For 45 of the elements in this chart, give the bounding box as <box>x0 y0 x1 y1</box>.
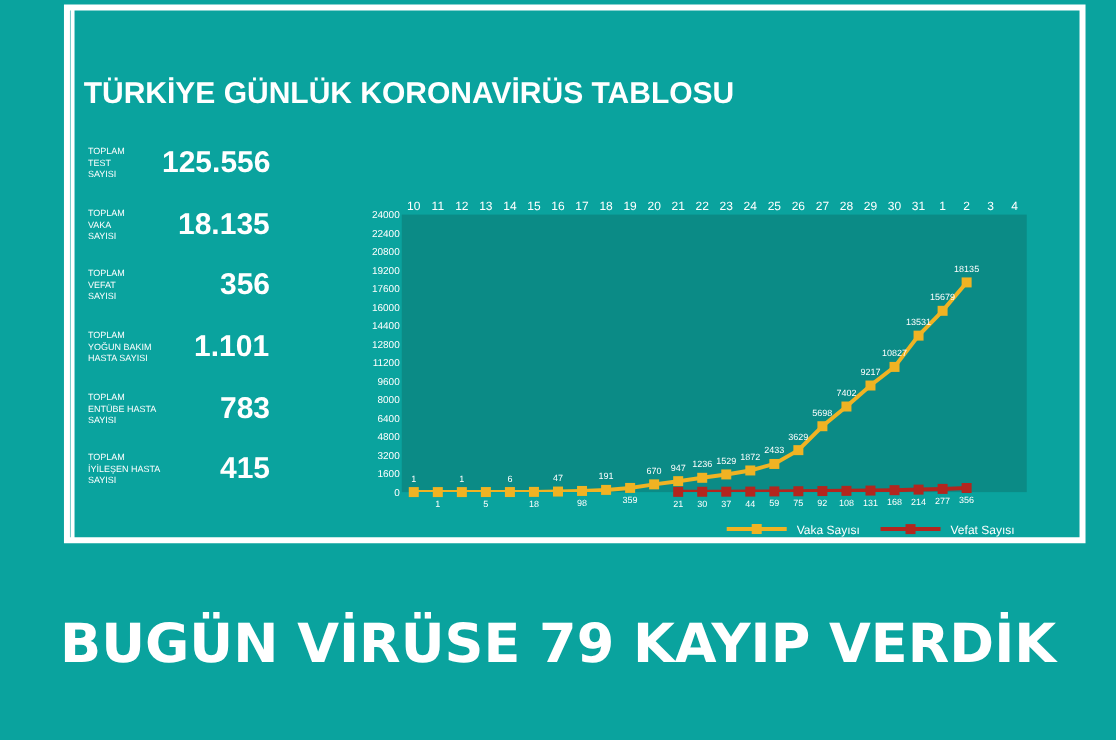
text: 783 <box>220 392 271 426</box>
point <box>937 305 948 316</box>
text: 125.556 <box>162 146 271 180</box>
point <box>697 486 708 497</box>
point <box>601 484 612 495</box>
point <box>817 421 828 432</box>
point <box>721 486 732 497</box>
point <box>793 445 804 456</box>
point <box>504 487 515 498</box>
point <box>817 486 828 497</box>
text: 18.135 <box>178 208 270 242</box>
point <box>577 485 588 496</box>
text: BUGÜN VİRÜSE 79 KAYIP VERDİK <box>60 610 1059 676</box>
point <box>408 487 419 498</box>
point <box>913 330 924 341</box>
text: 1.101 <box>194 330 270 364</box>
text: 415 <box>220 452 271 486</box>
point <box>553 486 563 497</box>
point <box>432 487 443 498</box>
point <box>769 458 780 469</box>
point <box>889 485 900 496</box>
point <box>528 486 539 497</box>
point <box>865 485 876 496</box>
point <box>673 486 684 497</box>
point <box>625 482 636 493</box>
point <box>745 486 756 497</box>
point <box>961 482 972 493</box>
point <box>841 485 852 496</box>
point <box>769 486 780 497</box>
point <box>649 479 660 490</box>
point <box>673 476 684 487</box>
text: 356 <box>220 268 271 302</box>
point <box>456 487 467 498</box>
point <box>913 484 924 495</box>
point <box>937 483 948 494</box>
point <box>889 361 900 372</box>
point <box>745 465 756 476</box>
chart-title: TÜRKİYE GÜNLÜK KORONAVİRÜS TABLOSU <box>83 77 735 111</box>
point <box>793 486 804 497</box>
point <box>865 380 876 391</box>
point <box>480 487 491 498</box>
point <box>841 401 852 412</box>
point <box>961 277 972 288</box>
point <box>721 469 732 480</box>
point <box>697 472 708 483</box>
